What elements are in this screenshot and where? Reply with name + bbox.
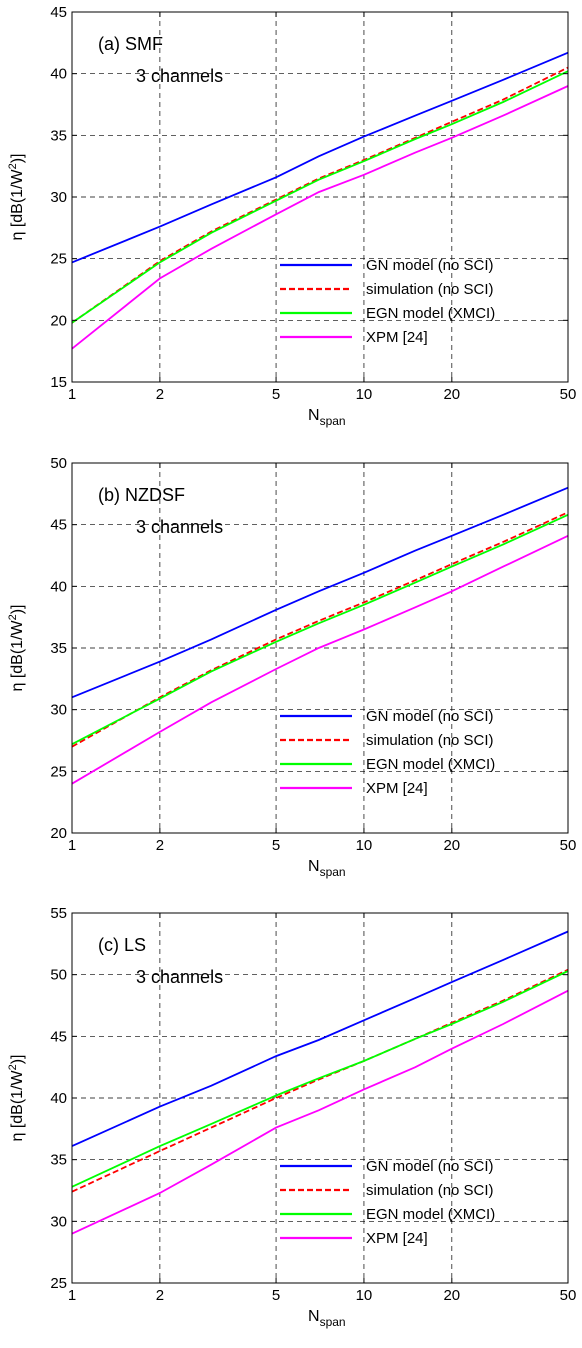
y-axis-label-end: )] [9, 604, 26, 614]
legend-label-3: EGN model (XMCI) [366, 756, 495, 773]
x-axis-label: Nspan [308, 1308, 346, 1329]
x-tick-label: 2 [156, 386, 164, 403]
x-tick-label: 50 [560, 386, 577, 403]
x-tick-label: 10 [356, 386, 373, 403]
y-tick-label: 30 [50, 189, 67, 206]
y-tick-label: 35 [50, 127, 67, 144]
y-tick-label: 45 [50, 517, 67, 534]
series-line-2 [71, 511, 569, 748]
y-tick-label: 40 [50, 66, 67, 83]
legend-label-3: EGN model (XMCI) [366, 1206, 495, 1223]
x-axis-label: Nspan [308, 407, 346, 428]
y-tick-label: 20 [50, 312, 67, 329]
series-line-4 [71, 534, 569, 785]
legend: GN model (no SCI) simulation (no SCI) EGN … [280, 1158, 495, 1247]
x-tick-label: 5 [272, 1287, 280, 1304]
legend-label-1: GN model (no SCI) [366, 1158, 494, 1175]
y-tick-label: 35 [50, 640, 67, 657]
y-tick-label: 50 [50, 967, 67, 984]
y-axis-label-main: η [dB(1/W [9, 619, 26, 691]
legend-label-3: EGN model (XMCI) [366, 305, 495, 322]
legend-label-1: GN model (no SCI) [366, 257, 494, 274]
y-tick-label: 40 [50, 578, 67, 595]
y-tick-label: 25 [50, 1275, 67, 1292]
y-axis-label-main: η [dB(1/W [9, 1069, 26, 1141]
series-line-3 [71, 513, 569, 745]
x-axis-label-subscript: span [320, 865, 346, 879]
y-axis-label-superscript: 2 [7, 163, 19, 169]
x-tick-label: 5 [272, 386, 280, 403]
x-tick-label: 1 [68, 837, 76, 854]
y-tick-label: 15 [50, 374, 67, 391]
y-axis-label-main: η [dB(1/W [9, 168, 26, 240]
y-tick-label: 20 [50, 825, 67, 842]
y-axis-label-end: )] [9, 1054, 26, 1064]
panel-label: (b) NZDSF [98, 485, 185, 505]
panel-subtitle: 3 channels [136, 967, 223, 987]
x-axis-label-main: N [308, 858, 320, 875]
series-line-1 [71, 486, 569, 699]
series-line-2 [71, 968, 569, 1193]
series-line-1 [71, 930, 569, 1147]
series-line-3 [71, 970, 569, 1188]
legend: GN model (no SCI) simulation (no SCI) EGN … [280, 257, 495, 346]
legend-label-2: simulation (no SCI) [366, 732, 494, 749]
y-axis-label-superscript: 2 [7, 614, 19, 620]
x-tick-label: 50 [560, 1287, 577, 1304]
legend-label-4: XPM [24] [366, 1230, 428, 1247]
panel-subtitle: 3 channels [136, 66, 223, 86]
legend: GN model (no SCI) simulation (no SCI) EGN … [280, 708, 495, 797]
x-tick-label: 5 [272, 837, 280, 854]
series-line-1 [71, 51, 569, 264]
y-tick-label: 50 [50, 455, 67, 472]
x-tick-label: 2 [156, 837, 164, 854]
x-tick-label: 2 [156, 1287, 164, 1304]
y-axis-label-superscript: 2 [7, 1064, 19, 1070]
legend-label-4: XPM [24] [366, 329, 428, 346]
y-tick-label: 55 [50, 905, 67, 922]
x-tick-label: 20 [443, 386, 460, 403]
x-tick-label: 1 [68, 386, 76, 403]
y-tick-label: 45 [50, 1028, 67, 1045]
panel-subtitle: 3 channels [136, 517, 223, 537]
x-axis-label-main: N [308, 1308, 320, 1325]
panel-label: (c) LS [98, 935, 146, 955]
y-tick-label: 30 [50, 702, 67, 719]
legend-label-2: simulation (no SCI) [366, 1182, 494, 1199]
x-tick-label: 20 [443, 1287, 460, 1304]
y-axis-label: η [dB(1/W2)] [7, 604, 26, 691]
series-line-3 [71, 70, 569, 324]
series-line-2 [71, 66, 569, 324]
y-tick-label: 25 [50, 251, 67, 268]
x-tick-label: 50 [560, 837, 577, 854]
series-line-4 [71, 989, 569, 1235]
x-axis-label-main: N [308, 407, 320, 424]
y-tick-label: 45 [50, 4, 67, 21]
panel-label: (a) SMF [98, 34, 163, 54]
y-tick-label: 25 [50, 763, 67, 780]
y-axis-label: η [dB(1/W2)] [7, 153, 26, 240]
y-tick-label: 30 [50, 1213, 67, 1230]
x-axis-label-subscript: span [320, 414, 346, 428]
y-tick-label: 40 [50, 1090, 67, 1107]
x-tick-label: 10 [356, 837, 373, 854]
y-axis-label: η [dB(1/W2)] [7, 1054, 26, 1141]
x-axis-label: Nspan [308, 858, 346, 879]
y-axis-label-end: )] [9, 153, 26, 163]
y-tick-label: 35 [50, 1152, 67, 1169]
legend-label-4: XPM [24] [366, 780, 428, 797]
series-line-4 [71, 85, 569, 350]
legend-label-2: simulation (no SCI) [366, 281, 494, 298]
x-tick-label: 1 [68, 1287, 76, 1304]
x-axis-label-subscript: span [320, 1315, 346, 1329]
x-tick-label: 20 [443, 837, 460, 854]
legend-label-1: GN model (no SCI) [366, 708, 494, 725]
x-tick-label: 10 [356, 1287, 373, 1304]
